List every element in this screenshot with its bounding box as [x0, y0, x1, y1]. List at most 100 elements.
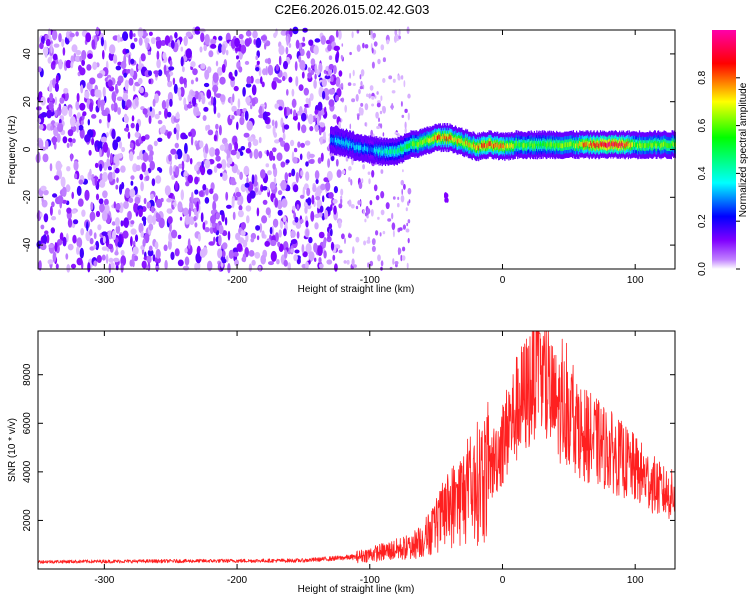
noise-cell — [251, 259, 256, 266]
band-cell — [515, 141, 517, 146]
noise-cell — [80, 84, 84, 94]
noise-cell — [290, 239, 298, 245]
noise-cell — [314, 124, 319, 132]
band-cell — [596, 141, 598, 146]
noise-cell — [78, 179, 84, 185]
band-cell — [617, 142, 619, 148]
noise-cell — [285, 46, 289, 55]
noise-cell — [352, 69, 355, 77]
noise-cell — [48, 101, 54, 110]
band-cell — [630, 142, 633, 147]
noise-cell — [377, 58, 381, 65]
band-cell — [654, 141, 656, 147]
band-cell — [555, 143, 557, 148]
band-cell — [438, 134, 440, 139]
noise-cell — [302, 36, 306, 42]
band-cell — [615, 140, 617, 146]
noise-cell — [114, 203, 121, 210]
band-cell — [389, 149, 391, 154]
noise-cell — [245, 30, 252, 37]
band-cell — [412, 141, 414, 147]
noise-cell — [139, 173, 144, 181]
noise-cell — [220, 94, 226, 103]
noise-cell — [328, 63, 334, 70]
noise-cell — [388, 75, 393, 80]
noise-cell — [237, 98, 241, 109]
noise-cell — [111, 128, 116, 140]
spectrogram-y-axis-label: Frequency (Hz) — [7, 116, 18, 185]
band-cell — [345, 140, 347, 146]
noise-cell — [185, 31, 192, 38]
noise-cell — [380, 95, 383, 101]
band-cell — [665, 141, 667, 147]
noise-cell — [183, 77, 187, 85]
noise-cell — [150, 205, 155, 214]
noise-cell — [218, 124, 222, 136]
band-cell — [422, 140, 424, 145]
noise-cell — [158, 111, 162, 115]
band-cell — [620, 142, 622, 148]
band-cell — [521, 142, 524, 148]
noise-cell — [187, 238, 191, 250]
noise-cell — [297, 121, 301, 131]
noise-cell — [271, 80, 277, 90]
band-cell — [662, 142, 664, 148]
noise-cell — [356, 44, 361, 52]
noise-cell — [158, 167, 163, 173]
band-cell — [568, 142, 570, 147]
band-cell — [404, 144, 406, 150]
band-cell — [611, 141, 613, 147]
band-cell — [651, 143, 653, 149]
band-cell — [427, 137, 429, 142]
noise-cell — [94, 162, 99, 168]
noise-cell — [370, 30, 373, 35]
noise-cell — [156, 59, 161, 69]
noise-cell — [184, 247, 188, 254]
noise-cell — [155, 175, 162, 184]
noise-cell — [130, 122, 135, 129]
noise-cell — [54, 96, 58, 106]
noise-cell — [400, 75, 404, 80]
noise-cell — [219, 76, 226, 85]
noise-cell — [328, 223, 333, 230]
noise-cell — [265, 163, 270, 168]
noise-cell — [214, 148, 220, 157]
noise-cell — [84, 189, 90, 201]
noise-cell — [258, 105, 263, 116]
noise-cell — [54, 82, 60, 92]
band-cell — [496, 142, 498, 148]
noise-cell — [163, 244, 168, 252]
noise-cell — [155, 248, 161, 259]
noise-cell — [218, 35, 223, 41]
noise-cell — [102, 49, 105, 60]
noise-cell — [396, 34, 399, 38]
noise-cell — [100, 36, 104, 47]
noise-cell — [168, 66, 175, 71]
spectrogram-y-ticks: -40 -20 0 20 40 — [22, 48, 675, 252]
band-cell — [443, 133, 445, 139]
noise-cell — [91, 114, 97, 119]
band-cell — [417, 142, 419, 147]
noise-cell — [215, 212, 220, 220]
noise-cell — [157, 69, 163, 77]
band-cell — [563, 143, 565, 149]
noise-cell — [244, 110, 249, 121]
noise-cell — [95, 26, 100, 36]
noise-cell — [333, 205, 337, 215]
noise-cell — [59, 232, 64, 242]
band-cell — [541, 141, 543, 146]
band-cell — [650, 142, 652, 148]
band-cell — [370, 147, 372, 153]
noise-cell — [380, 260, 384, 267]
noise-cell — [210, 96, 214, 106]
band-cell — [361, 146, 363, 152]
band-cell — [537, 143, 539, 149]
noise-cell — [202, 184, 207, 191]
noise-cell — [111, 91, 116, 102]
band-cell — [508, 144, 510, 150]
noise-cell — [54, 175, 60, 181]
band-cell — [587, 140, 589, 146]
noise-cell — [352, 83, 356, 86]
noise-cell — [102, 86, 106, 98]
noise-cell — [290, 229, 296, 238]
